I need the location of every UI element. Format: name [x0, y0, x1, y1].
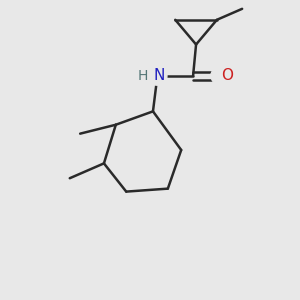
- Circle shape: [148, 66, 167, 85]
- Text: N: N: [153, 68, 165, 83]
- Text: H: H: [138, 69, 148, 83]
- Text: O: O: [221, 68, 233, 83]
- Circle shape: [211, 67, 229, 85]
